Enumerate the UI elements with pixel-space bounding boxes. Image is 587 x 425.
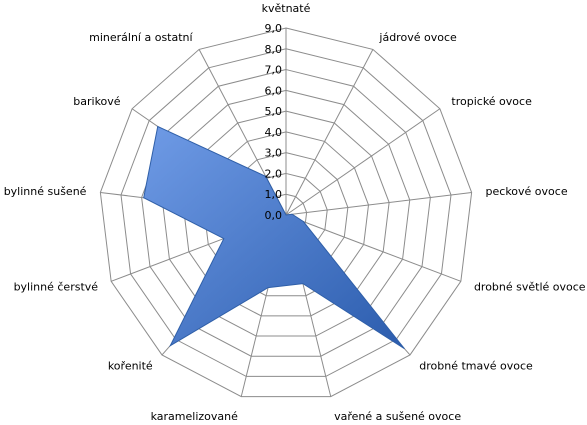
tick-label: 5,0 <box>265 105 283 118</box>
tick-label: 0,0 <box>265 209 283 222</box>
data-point-10 <box>222 237 226 241</box>
tick-label: 8,0 <box>265 43 283 56</box>
tick-label: 3,0 <box>265 147 283 160</box>
category-label: jádrové ovoce <box>378 31 457 44</box>
spoke-3 <box>285 108 441 216</box>
data-point-7 <box>301 282 305 286</box>
data-point-5 <box>301 220 305 224</box>
category-label: barikové <box>73 95 121 108</box>
category-label: karamelizované <box>151 410 239 423</box>
grid-ring-9 <box>99 27 473 398</box>
category-label: minerální a ostatní <box>89 31 193 44</box>
data-point-3 <box>284 213 288 217</box>
spoke-5 <box>285 214 462 282</box>
data-point-6 <box>402 347 406 351</box>
category-label: drobné světlé ovoce <box>474 280 586 293</box>
category-label: bylinné čerstvé <box>14 280 99 293</box>
category-label: vařené a sušené ovoce <box>334 410 461 423</box>
category-label: tropické ovoce <box>451 95 532 108</box>
data-point-9 <box>168 344 172 348</box>
tick-label: 1,0 <box>265 188 283 201</box>
grid-ring-8 <box>120 48 452 377</box>
category-labels: květnaté jádrové ovoce tropické ovoce pecko… <box>4 2 586 423</box>
spoke-4 <box>285 191 472 216</box>
tick-label: 6,0 <box>265 84 283 97</box>
data-point-8 <box>266 286 270 290</box>
series-layer <box>142 124 406 351</box>
series-area-1 <box>143 125 405 350</box>
data-point-4 <box>290 212 294 216</box>
tick-label: 9,0 <box>265 22 283 35</box>
radar-grid <box>99 27 473 398</box>
category-label: bylinné sušené <box>4 185 87 198</box>
data-point-11 <box>142 196 146 200</box>
category-label: peckové ovoce <box>486 185 568 198</box>
category-label: drobné tmavé ovoce <box>419 359 533 372</box>
data-point-12 <box>156 124 160 128</box>
category-label: květnaté <box>262 2 311 15</box>
tick-label: 4,0 <box>265 126 283 139</box>
tick-label: 2,0 <box>265 167 283 180</box>
category-label: kořenité <box>108 359 153 372</box>
spoke-2 <box>285 49 374 216</box>
tick-label: 7,0 <box>265 64 283 77</box>
radial-tick-labels: 0,0 1,0 2,0 3,0 4,0 5,0 6,0 7,0 8,0 9,0 <box>265 22 283 222</box>
